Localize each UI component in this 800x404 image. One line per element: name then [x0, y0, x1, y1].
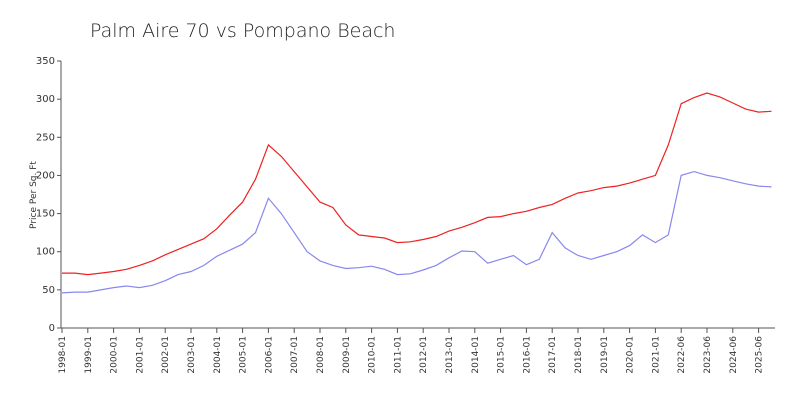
x-tick-label: 2000-01: [110, 336, 120, 374]
x-tick-label: 2022-06: [677, 336, 687, 374]
x-tick-label: 2011-01: [393, 336, 403, 374]
x-tick-label: 2016-01: [522, 336, 532, 374]
x-tick-label: 2024-06: [729, 336, 739, 374]
chart-title: Palm Aire 70 vs Pompano Beach: [90, 20, 395, 42]
x-tick-label: 2009-01: [342, 336, 352, 374]
x-tick-label: 2023-06: [703, 336, 713, 374]
x-tick-label: 2003-01: [187, 336, 197, 374]
series-line: [62, 92, 772, 276]
x-tick-label: 2001-01: [135, 336, 145, 374]
y-tick-label: 50: [42, 285, 55, 296]
x-tick-label: 2018-01: [574, 336, 584, 374]
x-tick-label: 2010-01: [368, 336, 378, 374]
x-tick-label: 2020-01: [626, 336, 636, 374]
x-tick-label: 2019-01: [600, 336, 610, 374]
x-tick-label: 2017-01: [548, 336, 558, 374]
x-tick-label: 2013-01: [445, 336, 455, 374]
x-tick-label: 2014-01: [471, 336, 481, 374]
x-tick-label: 2015-01: [497, 336, 507, 374]
x-tick-label: 2012-01: [419, 336, 429, 374]
x-tick-label: 2004-01: [213, 336, 223, 374]
x-tick-label: 2007-01: [290, 336, 300, 374]
x-tick-label: 2008-01: [316, 336, 326, 374]
y-tick-label: 350: [36, 56, 55, 67]
series-line: [61, 170, 772, 294]
y-tick-label: 100: [36, 247, 55, 258]
x-tick-label: 2025-06: [755, 336, 765, 374]
y-tick-label: 0: [49, 323, 55, 334]
y-tick-label: 150: [36, 209, 55, 220]
x-tick-label: 2006-01: [264, 336, 274, 374]
x-tick-label: 2005-01: [239, 336, 249, 374]
y-tick-label: 250: [36, 132, 55, 143]
y-axis-label: Price Per Sq. Ft: [29, 161, 39, 229]
x-tick-label: 2002-01: [161, 336, 171, 374]
x-tick-label: 2021-01: [651, 336, 661, 374]
x-tick-label: 1998-01: [58, 336, 68, 374]
y-tick-label: 300: [36, 94, 55, 105]
x-tick-label: 1999-01: [84, 336, 94, 374]
y-tick-label: 200: [36, 170, 55, 181]
